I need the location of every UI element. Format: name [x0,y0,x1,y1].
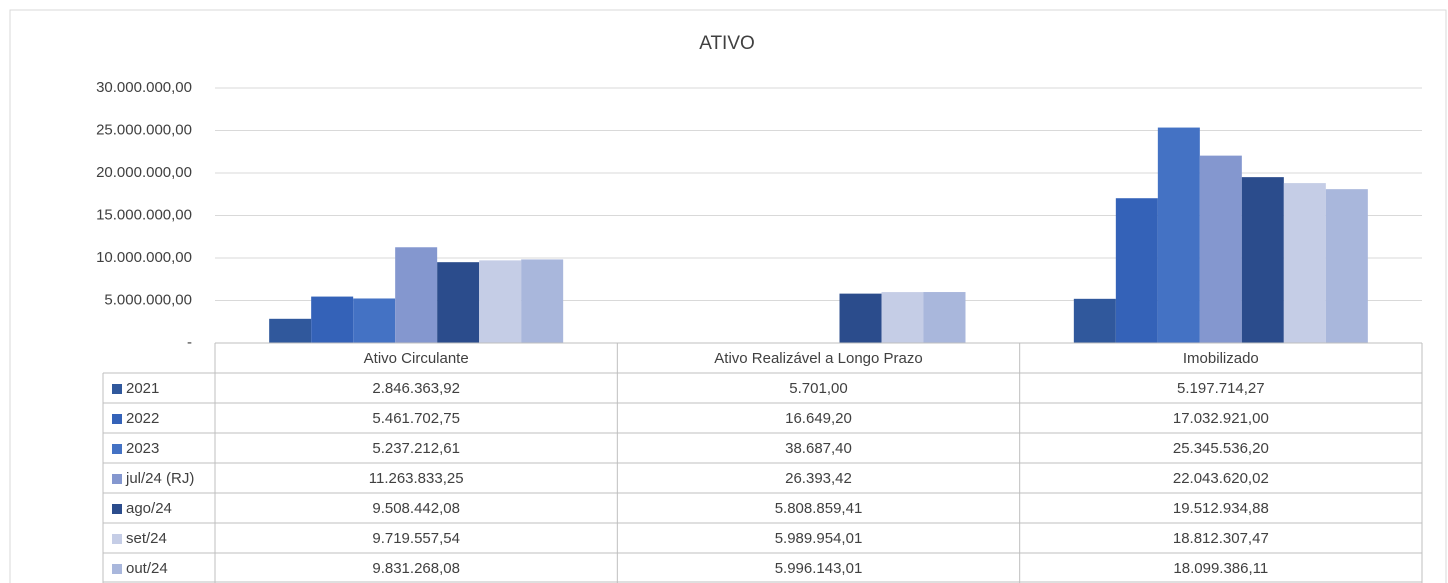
bar [1157,127,1200,343]
bar [1325,189,1368,343]
table-cell: 16.649,20 [785,410,852,427]
bar [923,292,966,343]
table-cell: 5.808.859,41 [775,500,863,517]
table-cell: 25.345.536,20 [1173,440,1269,457]
chart-title: ATIVO [699,33,755,54]
legend-key [112,384,122,394]
x-tick-label: Ativo Circulante [364,350,469,367]
x-tick-label: Imobilizado [1183,350,1259,367]
bar [353,298,396,343]
table-cell: 5.461.702,75 [372,410,460,427]
legend-label: 2022 [126,410,159,427]
legend-key [112,564,122,574]
table-cell: 2.846.363,92 [372,380,460,397]
bar [521,259,564,343]
table-cell: 18.812.307,47 [1173,530,1269,547]
bar [311,296,354,343]
x-tick-label: Ativo Realizável a Longo Prazo [714,350,922,367]
table-cell: 11.263.833,25 [369,470,464,487]
y-tick-label: - [187,334,192,351]
legend-label: out/24 [126,560,168,577]
legend-label: ago/24 [126,500,172,517]
bar [437,262,480,343]
bar [839,293,882,343]
bar [479,260,522,343]
legend-key [112,444,122,454]
y-tick-label: 30.000.000,00 [96,79,192,96]
y-tick-label: 10.000.000,00 [96,249,192,266]
table-cell: 18.099.386,11 [1173,560,1268,577]
bar [1283,183,1326,343]
table-cell: 9.508.442,08 [372,500,460,517]
legend-key [112,474,122,484]
table-cell: 19.512.934,88 [1173,500,1269,517]
table-cell: 9.719.557,54 [372,530,460,547]
table-cell: 5.701,00 [789,380,847,397]
legend-label: 2023 [126,440,159,457]
legend-key [112,534,122,544]
bar [269,318,312,343]
table-cell: 38.687,40 [785,440,852,457]
bar [1241,177,1284,343]
bar [1073,298,1116,343]
table-cell: 5.996.143,01 [775,560,863,577]
y-tick-label: 15.000.000,00 [96,206,192,223]
bar [1115,198,1158,343]
y-tick-label: 20.000.000,00 [96,164,192,181]
y-tick-label: 25.000.000,00 [96,121,192,138]
bar [395,247,438,343]
y-tick-label: 5.000.000,00 [104,291,192,308]
table-cell: 5.237.212,61 [372,440,460,457]
legend-label: jul/24 (RJ) [125,470,194,487]
legend-label: 2021 [126,380,159,397]
table-cell: 22.043.620,02 [1173,470,1269,487]
legend-label: set/24 [126,530,167,547]
legend-key [112,504,122,514]
bar [1199,155,1242,343]
chart-border [9,9,1447,583]
table-cell: 26.393,42 [785,470,852,487]
table-cell: 17.032.921,00 [1173,410,1269,427]
bar [881,292,924,343]
legend-key [112,414,122,424]
table-cell: 9.831.268,08 [372,560,460,577]
table-cell: 5.989.954,01 [775,530,863,547]
table-cell: 5.197.714,27 [1177,380,1265,397]
